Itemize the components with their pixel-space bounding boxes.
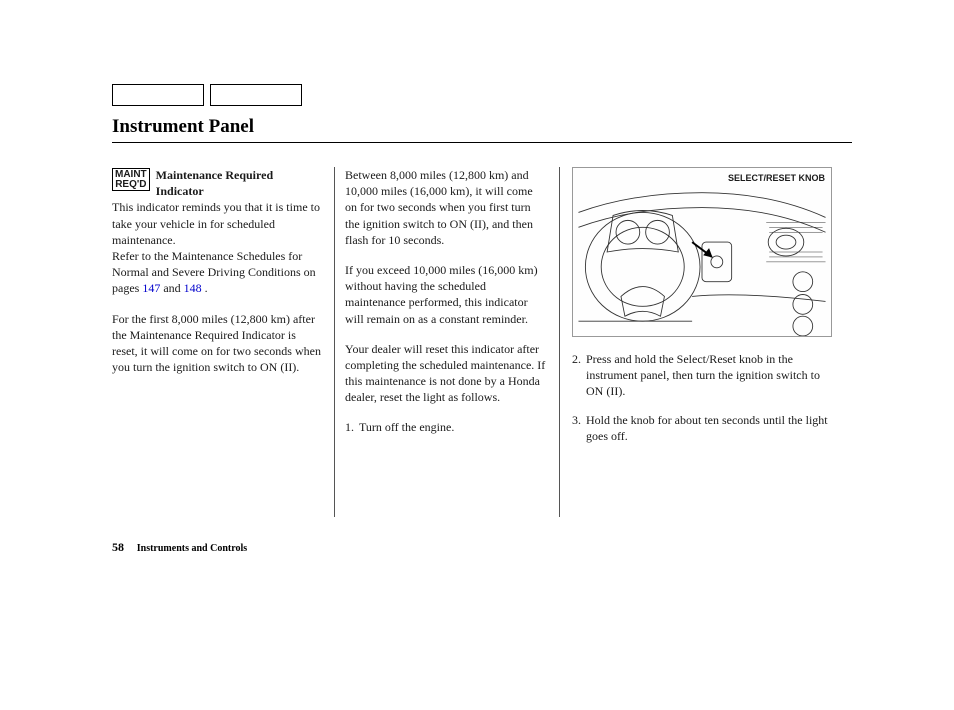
column-3: SELECT/RESET KNOB [560, 167, 840, 517]
top-nav-boxes [112, 84, 852, 106]
step-1-num: 1. [345, 419, 359, 435]
illustration-label: SELECT/RESET KNOB [728, 172, 825, 184]
col1-p2c: . [202, 281, 208, 295]
step-3-num: 3. [572, 412, 586, 444]
column-1: MAINT REQ'D Maintenance Required Indicat… [112, 167, 334, 517]
col1-p3: For the first 8,000 miles (12,800 km) af… [112, 311, 322, 376]
col2-p3: Your dealer will reset this indicator af… [345, 341, 547, 406]
step-3-text: Hold the knob for about ten seconds unti… [586, 412, 840, 444]
dashboard-svg [573, 168, 831, 336]
col1-p1: This indicator reminds you that it is ti… [112, 200, 320, 246]
title-row: Instrument Panel [112, 116, 852, 143]
col2-p2: If you exceed 10,000 miles (16,000 km) w… [345, 262, 547, 327]
link-page-147[interactable]: 147 [142, 281, 160, 295]
content-columns: MAINT REQ'D Maintenance Required Indicat… [112, 167, 852, 517]
page-number: 58 [112, 540, 124, 554]
link-page-148[interactable]: 148 [184, 281, 202, 295]
nav-box-1[interactable] [112, 84, 204, 106]
section-subhead: Maintenance Required Indicator [156, 168, 273, 198]
nav-box-2[interactable] [210, 84, 302, 106]
footer-section: Instruments and Controls [137, 543, 247, 554]
column-2: Between 8,000 miles (12,800 km) and 10,0… [334, 167, 560, 517]
page-footer: 58 Instruments and Controls [112, 540, 247, 555]
col1-p2b: and [160, 281, 183, 295]
col2-p1: Between 8,000 miles (12,800 km) and 10,0… [345, 167, 547, 248]
page-title: Instrument Panel [112, 116, 852, 138]
maint-icon-line2: REQ'D [115, 179, 146, 190]
dashboard-illustration: SELECT/RESET KNOB [572, 167, 832, 337]
step-2-num: 2. [572, 351, 586, 400]
step-2-text: Press and hold the Select/Reset knob in … [586, 351, 840, 400]
step-2: 2. Press and hold the Select/Reset knob … [572, 351, 840, 400]
maint-header-block: MAINT REQ'D Maintenance Required Indicat… [112, 167, 322, 297]
step-3: 3. Hold the knob for about ten seconds u… [572, 412, 840, 444]
step-1-text: Turn off the engine. [359, 419, 454, 435]
step-1: 1. Turn off the engine. [345, 419, 547, 435]
maint-reqd-icon: MAINT REQ'D [112, 168, 150, 191]
